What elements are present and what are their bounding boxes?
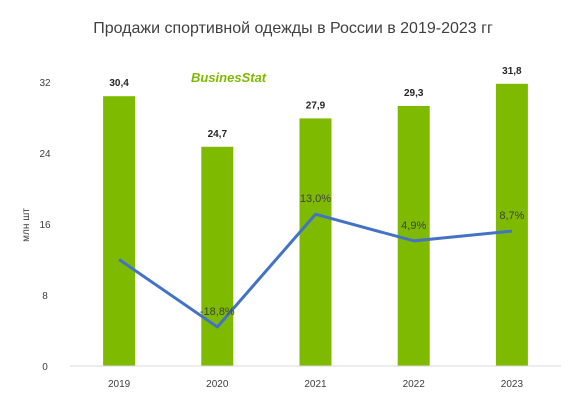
x-tick-label-2021: 2021 xyxy=(304,379,327,390)
y-axis-ticks: 0 8 16 24 32 xyxy=(39,78,51,373)
bar-label-2019: 30,4 xyxy=(109,78,129,89)
line-path xyxy=(118,212,513,329)
x-axis-ticks: 2019 2020 2021 2022 2023 xyxy=(108,379,523,390)
bar-2020 xyxy=(201,146,234,366)
bar-value-labels: 30,4 24,7 27,9 29,3 31,8 xyxy=(109,66,522,140)
y-tick-label-4: 32 xyxy=(39,78,51,89)
x-tick-label-2023: 2023 xyxy=(501,379,524,390)
y-axis-label: млн шт xyxy=(21,208,32,242)
chart-title: Продажи спортивной одежды в России в 201… xyxy=(93,20,493,37)
line-label-2021: 13,0% xyxy=(300,193,331,205)
line-label-2023: 8,7% xyxy=(499,210,524,222)
svg-text:BusinesStat: BusinesStat xyxy=(191,70,267,85)
x-tick-label-2020: 2020 xyxy=(206,379,229,390)
bar-label-2023: 31,8 xyxy=(502,66,522,77)
line-label-2022: 4,9% xyxy=(401,220,426,232)
logo-text-main: Busines xyxy=(191,70,242,85)
line-label-2020: -18,8% xyxy=(200,306,235,318)
bar-label-2021: 27,9 xyxy=(306,100,326,111)
bar-2022 xyxy=(397,105,430,367)
bar-2019 xyxy=(103,96,136,366)
y-tick-label-1: 8 xyxy=(42,291,48,302)
bar-2023 xyxy=(495,83,528,367)
line-series xyxy=(118,212,513,329)
bar-label-2022: 29,3 xyxy=(404,88,424,99)
y-tick-label-2: 16 xyxy=(39,220,51,231)
y-tick-label-3: 24 xyxy=(39,149,51,160)
logo-text-accent: Stat xyxy=(242,70,267,85)
bar-label-2020: 24,7 xyxy=(208,129,228,140)
x-tick-label-2022: 2022 xyxy=(403,379,426,390)
x-tick-label-2019: 2019 xyxy=(108,379,131,390)
bar-2021 xyxy=(299,118,332,366)
bar-series xyxy=(103,83,528,367)
line-value-labels: -18,8% 13,0% 4,9% 8,7% xyxy=(200,193,525,318)
y-tick-label-0: 0 xyxy=(42,362,48,373)
businesstat-logo: BusinesStat xyxy=(191,70,267,85)
